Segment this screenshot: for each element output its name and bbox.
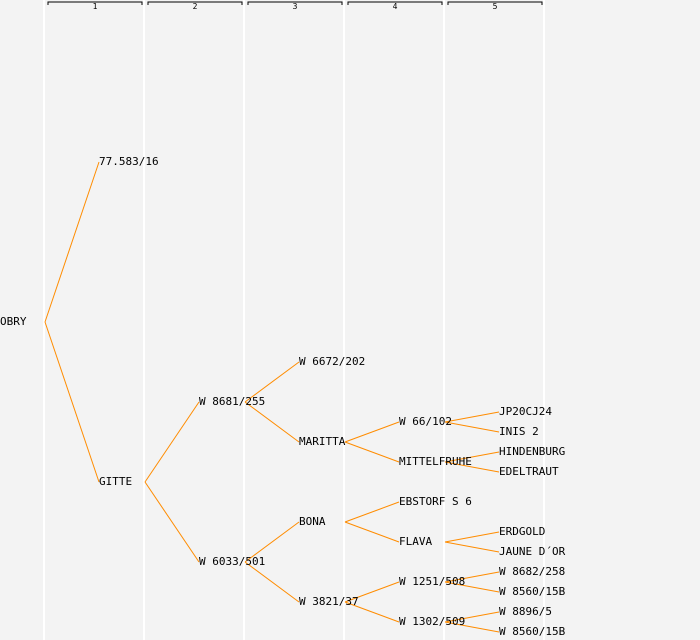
ancestor-name[interactable]: W 8681/255 [199,395,265,408]
ancestor-name[interactable]: FLAVA [399,535,432,548]
pedigree-edge [444,411,500,423]
ancestor-name[interactable]: W 6672/202 [299,355,365,368]
pedigree-edge [444,611,500,623]
ancestor-name[interactable]: W 1302/509 [399,615,465,628]
pedigree-edge [44,161,100,323]
pedigree-edge [344,521,400,543]
ancestor-name[interactable]: W 3821/37 [299,595,359,608]
generation-columns: 1 2 3 4 5 [43,0,545,640]
ancestor-name[interactable]: GITTE [99,475,132,488]
ancestor-name[interactable]: JAUNE D´OR [499,545,566,558]
generation-bracket [147,1,243,5]
pedigree-nodes: OBRY 77.583/16 GITTE W 8681/255 W 6672/202 MA… [0,155,566,638]
generation-bracket [347,1,443,5]
generation-header: 3 [293,2,298,11]
pedigree-edge [144,401,200,483]
pedigree-edge [344,601,400,623]
ancestor-name[interactable]: W 1251/508 [399,575,465,588]
pedigree-edge [344,421,400,443]
pedigree-edge [244,361,300,403]
pedigree-edge [444,531,500,543]
ancestor-name[interactable]: EBSTORF S 6 [399,495,472,508]
ancestor-name[interactable]: W 8560/15B [499,585,566,598]
pedigree-edge [444,621,500,633]
generation-bracket [447,1,543,5]
pedigree-edge [444,461,500,473]
ancestor-name[interactable]: MARITTA [299,435,346,448]
ancestor-name[interactable]: W 8896/5 [499,605,552,618]
pedigree-edge [244,521,300,563]
ancestor-name[interactable]: BONA [299,515,326,528]
generation-header: 5 [493,2,498,11]
pedigree-edge [144,481,200,563]
generation-bracket [47,1,143,5]
pedigree-edge [44,321,100,483]
pedigree-edges [44,161,500,633]
ancestor-name[interactable]: W 8560/15B [499,625,566,638]
pedigree-edge [444,451,500,463]
ancestor-name[interactable]: MITTELFRUHE [399,455,472,468]
pedigree-edge [444,541,500,553]
pedigree-edge [244,561,300,603]
pedigree-edge [444,571,500,583]
ancestor-name[interactable]: JP20CJ24 [499,405,552,418]
ancestor-name[interactable]: HINDENBURG [499,445,565,458]
subject-name[interactable]: OBRY [0,315,27,328]
generation-header: 1 [93,2,98,11]
generation-header: 2 [193,2,198,11]
pedigree-edge [344,581,400,603]
ancestor-name[interactable]: INIS 2 [499,425,539,438]
ancestor-name[interactable]: W 66/102 [399,415,452,428]
pedigree-edge [444,421,500,433]
pedigree-edge [344,501,400,523]
ancestor-name[interactable]: 77.583/16 [99,155,159,168]
pedigree-edge [244,401,300,443]
generation-header: 4 [393,2,398,11]
ancestor-name[interactable]: W 8682/258 [499,565,565,578]
pedigree-edge [344,441,400,463]
ancestor-name[interactable]: ERDGOLD [499,525,545,538]
pedigree-edge [444,581,500,593]
ancestor-name[interactable]: EDELTRAUT [499,465,559,478]
ancestor-name[interactable]: W 6033/501 [199,555,265,568]
generation-bracket [247,1,343,5]
